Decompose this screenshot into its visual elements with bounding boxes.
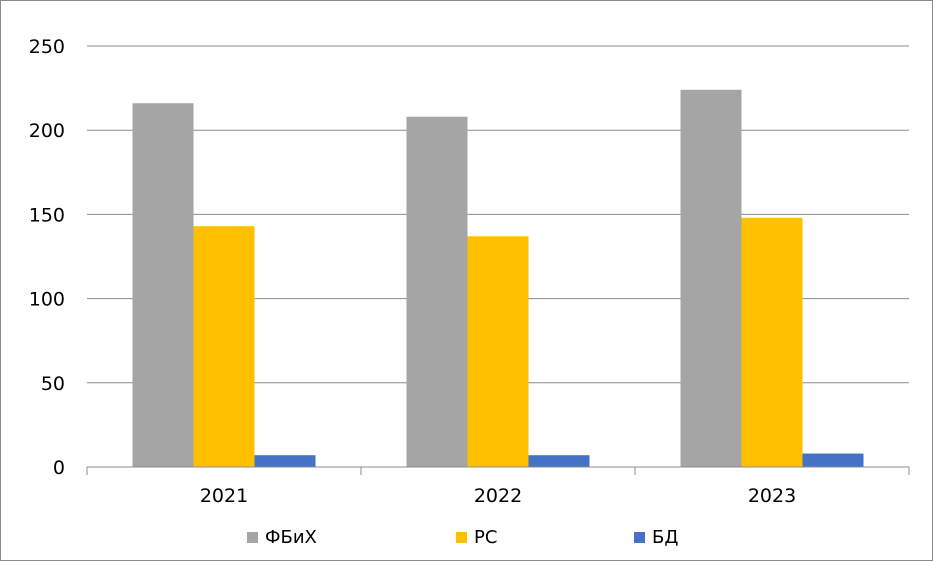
bars	[132, 89, 864, 468]
y-tick-label: 150	[29, 204, 65, 226]
bar	[254, 455, 316, 467]
bar	[741, 217, 803, 467]
y-tick-label: 100	[29, 289, 65, 311]
legend-swatch	[247, 532, 258, 543]
y-tick-label: 200	[29, 120, 65, 142]
bar	[802, 453, 864, 467]
legend-label: БД	[652, 527, 678, 548]
legend: ФБиХ РС БД	[247, 527, 678, 548]
bar	[680, 89, 742, 467]
y-tick-label: 50	[41, 373, 65, 395]
bar	[132, 103, 194, 468]
y-tick-label: 250	[29, 36, 65, 58]
bar	[467, 236, 529, 467]
bar	[406, 116, 468, 467]
y-axis-ticks: 0 50 100 150 200 250	[29, 36, 65, 479]
y-tick-label: 0	[53, 457, 65, 479]
legend-label: ФБиХ	[265, 527, 317, 548]
legend-swatch	[634, 532, 645, 543]
bar	[528, 455, 590, 467]
x-tick-label: 2022	[474, 485, 522, 507]
bar	[193, 226, 255, 467]
x-tick-label: 2021	[200, 485, 248, 507]
legend-label: РС	[474, 527, 497, 548]
x-axis: 2021 2022 2023	[86, 466, 910, 507]
x-tick-label: 2023	[748, 485, 796, 507]
legend-swatch	[456, 532, 467, 543]
